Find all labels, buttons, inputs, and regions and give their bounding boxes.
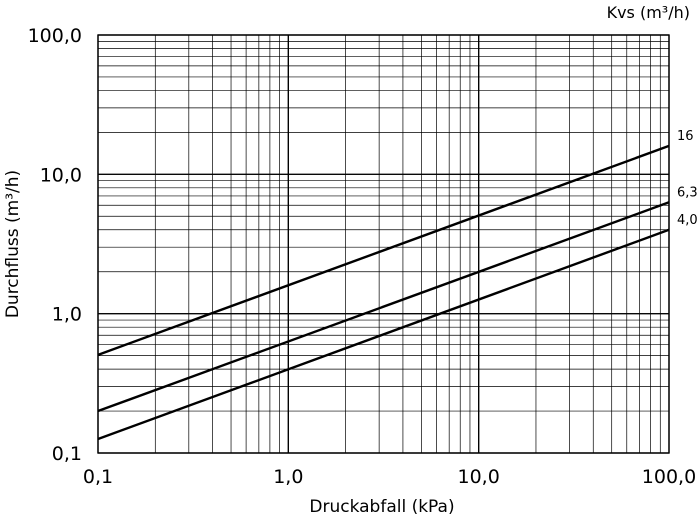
y-tick-label: 10,0 [40,164,82,186]
series-label: 16 [677,129,694,144]
series-label: 4,0 [677,213,698,228]
x-tick-label: 10,0 [458,466,500,488]
labels: 16 6,3 4,0 0,1 1,0 10,0 100,0 0,1 1,0 10,0 100,0 [28,25,698,488]
series-lines [97,144,670,441]
x-axis-label: Druckabfall (kPa) [309,497,454,517]
series-line-2 [97,228,670,441]
series-line-0 [97,144,670,357]
grid [97,34,670,454]
plot-frame [97,34,670,454]
y-tick-label: 0,1 [52,443,82,465]
y-axis-label: Durchfluss (m³/h) [3,170,23,318]
x-tick-label: 100,0 [642,466,696,488]
x-tick-label: 1,0 [273,466,303,488]
x-tick-label: 0,1 [83,466,113,488]
y-tick-label: 1,0 [52,304,82,326]
series-label: 6,3 [677,185,698,200]
series-line-1 [97,201,670,413]
legend-title: Kvs (m³/h) [607,3,690,22]
y-tick-label: 100,0 [28,25,82,47]
